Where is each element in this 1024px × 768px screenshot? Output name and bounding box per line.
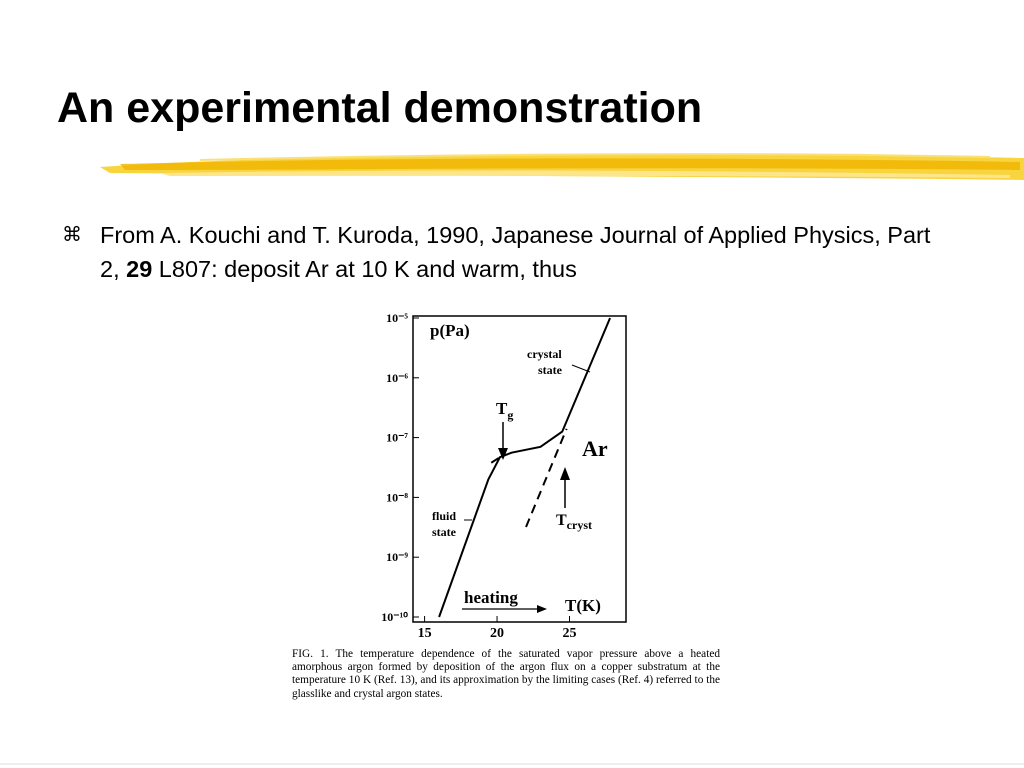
text: g [507, 408, 513, 422]
text: T [496, 399, 508, 418]
slide-title: An experimental demonstration [57, 84, 703, 132]
x-tick-label: 20 [490, 626, 504, 641]
text: From A. Kouchi and T. Kuroda, 1990, Japa… [100, 222, 931, 282]
text: fluid [432, 509, 456, 523]
data-line [525, 428, 568, 528]
bullet-marker: ⌘ [62, 224, 82, 246]
annotation: heating [464, 588, 518, 607]
y-tick-label: 10⁻⁵ [386, 311, 408, 325]
text: heating [464, 588, 518, 607]
arrowhead [560, 467, 570, 480]
annotation: state [538, 363, 563, 377]
text: state [432, 525, 457, 539]
x-axis-label: T(K) [565, 596, 601, 615]
bullet-text: From A. Kouchi and T. Kuroda, 1990, Japa… [100, 218, 950, 286]
text: Ar [582, 436, 608, 461]
footer-line [0, 763, 1024, 765]
annotation: Tg [496, 399, 513, 422]
title-underline [100, 153, 1024, 180]
figure-caption: FIG. 1. The temperature dependence of th… [292, 648, 720, 700]
arrowhead [498, 448, 508, 460]
arrowhead [537, 605, 547, 613]
volume: 29 [126, 256, 153, 282]
annotation: Tcryst [556, 512, 592, 532]
annotation: crystal [527, 347, 562, 361]
y-axis-label: p(Pa) [430, 321, 470, 340]
data-line [438, 317, 611, 618]
text: cryst [567, 518, 592, 532]
annotation: fluid [432, 509, 456, 523]
text: L807: deposit Ar at 10 K and warm, thus [152, 256, 577, 282]
bullet-item: ⌘ From A. Kouchi and T. Kuroda, 1990, Ja… [62, 218, 962, 286]
annotation: state [432, 525, 457, 539]
text: crystal [527, 347, 562, 361]
y-tick-label: 10⁻⁹ [386, 550, 408, 564]
x-tick-label: 15 [418, 626, 432, 641]
y-tick-label: 10⁻¹⁰ [381, 610, 408, 624]
y-tick-label: 10⁻⁷ [386, 431, 408, 445]
text: state [538, 363, 563, 377]
data-line [490, 452, 507, 464]
text: T [556, 512, 567, 529]
y-tick-label: 10⁻⁶ [386, 371, 408, 385]
plot-frame [412, 315, 627, 623]
y-tick-label: 10⁻⁸ [386, 490, 408, 504]
x-tick-label: 25 [562, 626, 576, 641]
annotation: Ar [582, 436, 608, 461]
